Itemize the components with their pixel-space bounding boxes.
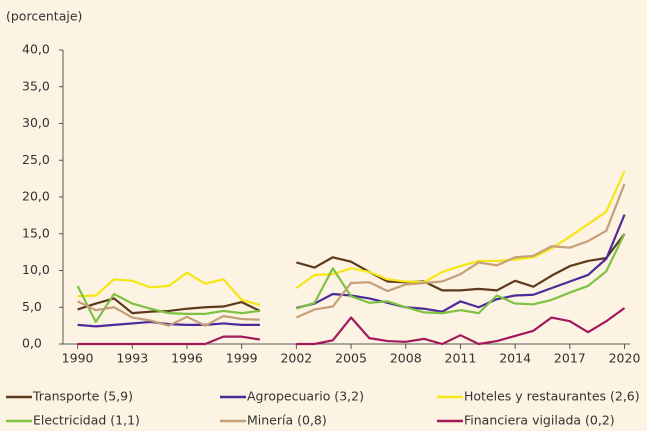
x-tick-label: 2008: [390, 351, 422, 366]
y-tick-label: 40,0: [22, 42, 50, 57]
x-tick-label: 2020: [609, 351, 641, 366]
series-line: [77, 307, 626, 346]
x-tick-label: 2017: [554, 351, 586, 366]
y-tick-label: 20,0: [22, 189, 50, 204]
x-tick-label: 2005: [335, 351, 367, 366]
x-tick-label: 2011: [445, 351, 477, 366]
y-tick-label: 25,0: [22, 152, 50, 167]
series-line: [77, 233, 626, 315]
legend-label: Hoteles y restaurantes (2,6): [464, 389, 640, 404]
series-line: [76, 233, 626, 324]
legend-label: Agropecuario (3,2): [247, 389, 364, 404]
x-tick-label: 1993: [116, 351, 148, 366]
y-tick-label: 35,0: [22, 78, 50, 93]
y-tick-label: 30,0: [22, 115, 50, 130]
series-line: [77, 214, 626, 328]
x-tick-label: 2014: [499, 351, 531, 366]
y-axis-label: (porcentaje): [6, 9, 82, 24]
legend-label: Financiera vigilada (0,2): [464, 413, 615, 428]
legend-label: Minería (0,8): [247, 413, 327, 428]
y-tick-label: 15,0: [22, 225, 50, 240]
x-tick-label: 2002: [280, 351, 312, 366]
x-tick-label: 1996: [171, 351, 203, 366]
y-tick-label: 10,0: [22, 262, 50, 277]
x-tick-label: 1999: [226, 351, 258, 366]
legend-label: Transporte (5,9): [32, 389, 133, 404]
y-tick-label: 0,0: [22, 336, 42, 351]
x-tick-label: 1990: [62, 351, 94, 366]
series-line: [77, 170, 626, 307]
y-tick-label: 5,0: [22, 299, 42, 314]
series-line: [77, 183, 626, 327]
legend-label: Electricidad (1,1): [33, 413, 140, 428]
